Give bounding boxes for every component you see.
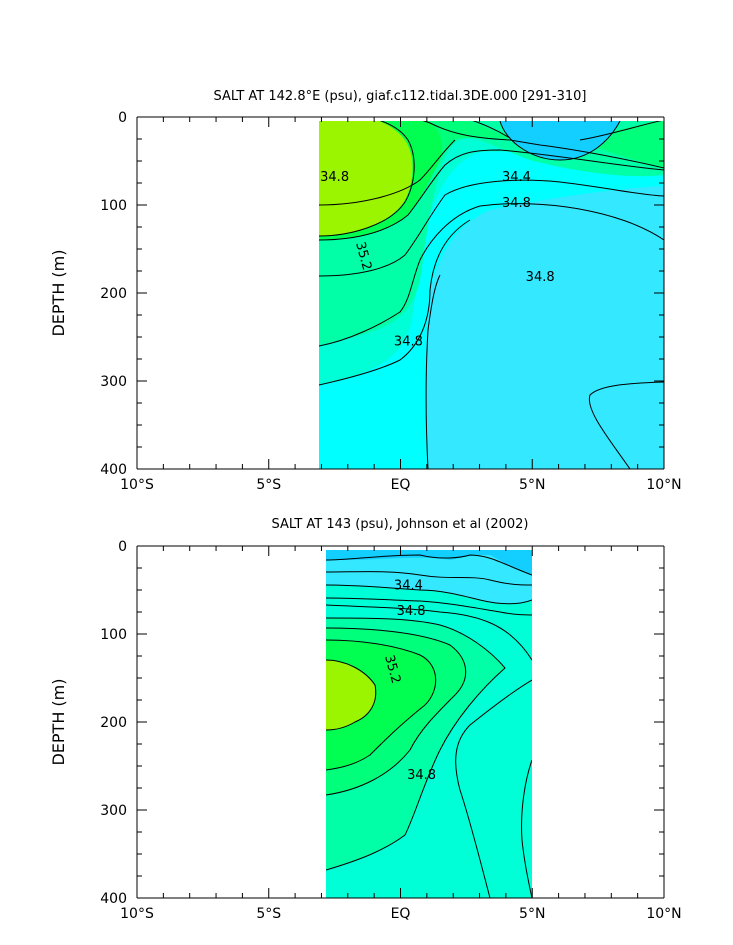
tick-labels-1: 10°S 5°S EQ 5°N 10°N 0 100 200 300 400: [100, 110, 681, 493]
y-tick-label: 300: [100, 374, 127, 390]
contour-lines-1: [319, 121, 664, 469]
contour-label: 34.8: [394, 334, 423, 349]
x-tick-label: 5°S: [256, 906, 281, 922]
y-tick-label: 0: [118, 110, 127, 126]
x-tick-label: 5°N: [519, 477, 545, 493]
panel-2-title: SALT AT 143 (psu), Johnson et al (2002): [271, 517, 528, 532]
contour-labels-1: 34.8 34.4 34.8 35.2 34.8 34.8: [320, 170, 554, 350]
x-tick-label: EQ: [391, 906, 411, 922]
y-tick-label: 200: [100, 715, 127, 731]
y-tick-label: 100: [100, 198, 127, 214]
y-tick-label: 300: [100, 803, 127, 819]
contour-labels-2: 34.4 34.8 35.2 34.8: [381, 579, 436, 783]
y-tick-label: 0: [118, 539, 127, 555]
contour-label: 35.2: [352, 240, 374, 272]
y-tick-label: 100: [100, 627, 127, 643]
contour-label: 34.8: [526, 270, 555, 285]
tick-labels-2: 10°S 5°S EQ 5°N 10°N 0 100 200 300 400: [100, 539, 681, 922]
contour-lines-2: [326, 554, 532, 898]
x-tick-label: EQ: [391, 477, 411, 493]
x-tick-label: 10°N: [646, 477, 681, 493]
x-tick-label: 10°S: [120, 477, 154, 493]
contour-label: 35.2: [381, 653, 403, 685]
contour-label: 34.8: [502, 196, 531, 211]
y-tick-label: 400: [100, 891, 127, 907]
contour-label: 34.8: [320, 170, 349, 185]
contour-label: 34.8: [397, 604, 426, 619]
x-tick-label: 10°S: [120, 906, 154, 922]
panel-2-y-axis-label: DEPTH (m): [49, 678, 68, 765]
panel-1: 34.8 34.434.835.234.834.8 10°S 5°S EQ 5°N 10°…: [49, 89, 682, 493]
panel-1-y-axis-label: DEPTH (m): [49, 249, 68, 336]
ticks-1: [136, 116, 665, 470]
axes-1: 10°S 5°S EQ 5°N 10°N 0 100 200 300 400: [100, 110, 681, 493]
x-tick-label: 5°S: [256, 477, 281, 493]
ticks-2: [136, 545, 665, 899]
x-tick-label: 5°N: [519, 906, 545, 922]
contour-label: 34.8: [407, 768, 436, 783]
y-tick-label: 200: [100, 286, 127, 302]
contour-label: 34.4: [502, 170, 531, 185]
contour-fills-1: [319, 121, 664, 469]
axes-2: 10°S 5°S EQ 5°N 10°N 0 100 200 300 400: [100, 539, 681, 922]
contour-fills-2: [326, 550, 532, 898]
contour-label: 34.4: [394, 579, 423, 594]
panel-2: 34.4 34.8 35.2 34.8 10°S 5°S EQ 5°N 10°N 0 100 200…: [49, 517, 682, 922]
x-tick-label: 10°N: [646, 906, 681, 922]
panel-1-title: SALT AT 142.8°E (psu), giaf.c112.tidal.3…: [214, 89, 587, 104]
y-tick-label: 400: [100, 462, 127, 478]
